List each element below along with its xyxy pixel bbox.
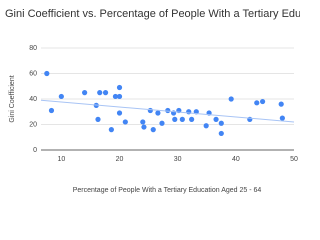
- point: [203, 123, 209, 129]
- point: [189, 116, 195, 122]
- x-axis-title: Percentage of People With a Tertiary Edu…: [73, 187, 262, 194]
- point: [97, 90, 103, 96]
- y-tick-label: 0: [33, 147, 37, 154]
- point: [102, 90, 109, 96]
- point: [147, 107, 153, 114]
- point: [141, 124, 147, 130]
- point: [165, 107, 171, 114]
- y-axis-title: Gini Coefficient: [9, 75, 16, 122]
- point: [159, 120, 165, 126]
- point: [112, 93, 119, 100]
- y-tick-label: 20: [29, 121, 37, 128]
- x-tick-label: 10: [57, 156, 65, 163]
- point: [213, 116, 219, 122]
- point: [140, 119, 146, 125]
- x-tick-label: 20: [116, 156, 124, 163]
- y-tick-label: 80: [29, 45, 37, 52]
- y-tick-label: 40: [29, 96, 37, 103]
- point: [122, 119, 128, 125]
- point: [116, 93, 123, 100]
- point: [254, 100, 260, 106]
- x-tick-label: 30: [174, 156, 182, 163]
- point: [279, 115, 285, 121]
- point: [48, 107, 55, 114]
- y-tick-label: 60: [29, 70, 37, 77]
- point: [259, 98, 266, 105]
- point: [108, 127, 114, 133]
- point: [155, 110, 161, 116]
- trendline: [40, 99, 295, 123]
- point: [228, 96, 234, 102]
- point: [218, 130, 224, 137]
- point: [218, 120, 224, 126]
- point: [116, 84, 123, 91]
- point: [95, 116, 101, 122]
- x-tick-label: 50: [290, 156, 298, 163]
- point: [150, 127, 156, 133]
- point: [116, 110, 123, 116]
- chart-title: Gini Coefficient vs. Percentage of Peopl…: [5, 8, 300, 20]
- point: [44, 70, 50, 77]
- point: [278, 101, 284, 107]
- point: [172, 116, 178, 122]
- point: [58, 93, 64, 100]
- point: [179, 116, 185, 122]
- chart: Gini Coefficient vs. Percentage of Peopl…: [5, 8, 300, 194]
- point: [82, 90, 88, 96]
- x-tick-label: 40: [232, 156, 240, 163]
